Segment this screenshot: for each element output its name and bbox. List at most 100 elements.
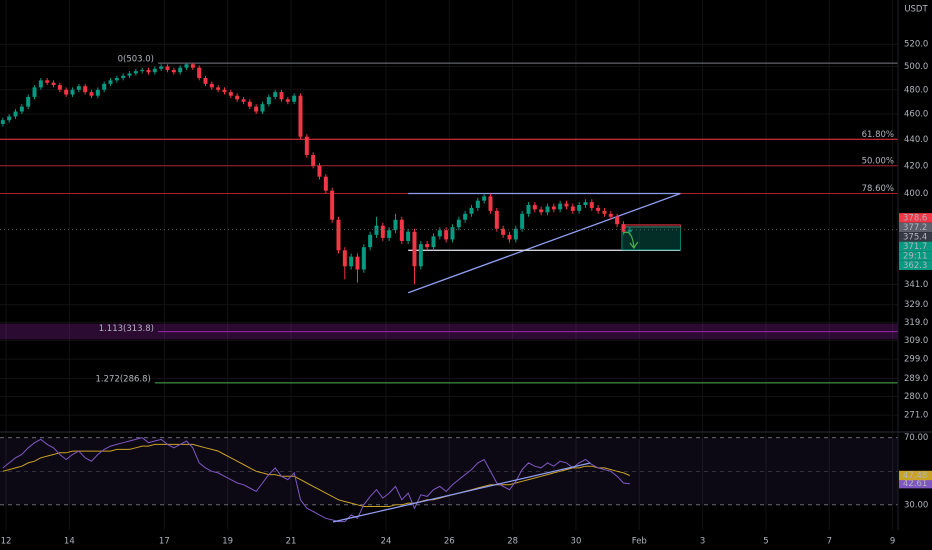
candle-body	[456, 219, 461, 228]
currency: USDT	[904, 5, 928, 15]
candle-body	[298, 95, 303, 137]
candle-body	[292, 95, 297, 102]
trend-line	[407, 192, 681, 294]
y-tick-label: 520.0	[904, 40, 928, 50]
value-tag	[899, 478, 932, 489]
candle-body	[19, 106, 24, 112]
candle-body	[526, 205, 531, 214]
candle-body	[178, 67, 183, 73]
x-tick-label: 9	[890, 537, 895, 547]
candle-body	[330, 190, 335, 220]
y-tick-label: 420.0	[904, 161, 928, 171]
candle-body	[374, 225, 379, 235]
candle-body	[121, 75, 126, 79]
x-tick-label: 28	[507, 537, 518, 547]
candle-body	[412, 231, 417, 267]
candle-body	[482, 196, 487, 201]
candle-body	[469, 207, 474, 214]
candle-body	[241, 99, 246, 102]
candle-body	[273, 92, 278, 97]
x-tick-label: 24	[381, 537, 392, 547]
candle-body	[494, 210, 499, 229]
candle-body	[387, 230, 392, 238]
plot: 12 14 17 19 21 24 26 28 30 Feb 3 5 7 9 520.0 500.0 480.0…	[0, 40, 932, 547]
candle-body	[235, 95, 240, 100]
candle-body	[570, 206, 575, 211]
fib-label: 1.272(286.8)	[96, 374, 151, 384]
value-tag-label: 47.48	[903, 471, 927, 481]
candle-body	[577, 205, 582, 211]
candle-body	[380, 225, 385, 238]
candle-body	[621, 224, 626, 232]
candle-body	[596, 207, 601, 211]
y-tick-label: 309.0	[904, 336, 928, 346]
candle-body	[228, 92, 233, 96]
candle-body	[197, 67, 202, 79]
rsi-line	[2, 443, 630, 507]
candle-body	[589, 202, 594, 208]
y-tick-label: 30.00	[904, 500, 928, 510]
y-tick-label: 289.0	[904, 374, 928, 384]
price-tag	[899, 260, 932, 271]
candle-body	[545, 206, 550, 213]
candle-body	[108, 80, 113, 84]
candle-body	[507, 234, 512, 240]
y-tick-label: 299.0	[904, 355, 928, 365]
candle-body	[216, 87, 221, 90]
candle-body	[254, 106, 259, 112]
candle-body	[127, 73, 132, 76]
candle-body	[551, 206, 556, 210]
y-tick-label: 500.0	[904, 62, 928, 72]
candle-body	[615, 216, 620, 225]
x-tick-label: 14	[64, 537, 75, 547]
candle-body	[304, 136, 309, 156]
candle-body	[0, 120, 5, 124]
y-tick-label: 341.0	[904, 280, 928, 290]
candle-body	[602, 210, 607, 214]
fib-label: 61.80%	[862, 130, 894, 140]
candle-body	[51, 82, 56, 86]
x-tick-label: 7	[827, 537, 832, 547]
candle-body	[558, 203, 563, 210]
candle-body	[26, 96, 31, 107]
candle-body	[393, 219, 398, 231]
rsi-line	[2, 437, 630, 523]
candle-body	[222, 89, 227, 93]
candle-body	[57, 85, 62, 90]
candle-body	[190, 64, 195, 68]
y-tick-label: 480.0	[904, 85, 928, 95]
candle-body	[564, 203, 569, 207]
candle-body	[89, 92, 94, 96]
arrow	[623, 231, 639, 249]
price-tag-label: 362.3	[903, 261, 927, 271]
candle-body	[418, 244, 423, 267]
candle-body	[520, 213, 525, 229]
candle-body	[159, 66, 164, 69]
candle-body	[513, 228, 518, 240]
x-tick-label: 19	[222, 537, 233, 547]
candle-body	[627, 229, 632, 232]
y-tick-label: 271.0	[904, 411, 928, 421]
candle-body	[444, 230, 449, 240]
y-tick-label: 70.00	[904, 433, 928, 443]
value-tag-label: 42.61	[903, 479, 927, 489]
price-tag-label: 378.6	[903, 213, 927, 223]
candle-body	[152, 68, 157, 73]
candle-body	[38, 80, 43, 88]
candle-body	[349, 256, 354, 267]
candle-body	[608, 213, 613, 217]
candle-body	[260, 104, 265, 112]
candle-body	[399, 219, 404, 241]
candle-body	[203, 78, 208, 84]
candle-body	[311, 155, 316, 166]
x-tick-label: 17	[159, 537, 170, 547]
fib-label: 50.00%	[862, 156, 894, 166]
candle-body	[361, 247, 366, 270]
candle-body	[64, 89, 69, 95]
fib-label: 78.60%	[862, 184, 894, 194]
price-tag	[899, 241, 932, 252]
candle-body	[532, 205, 537, 210]
fib-label: 0(503.0)	[118, 55, 154, 65]
